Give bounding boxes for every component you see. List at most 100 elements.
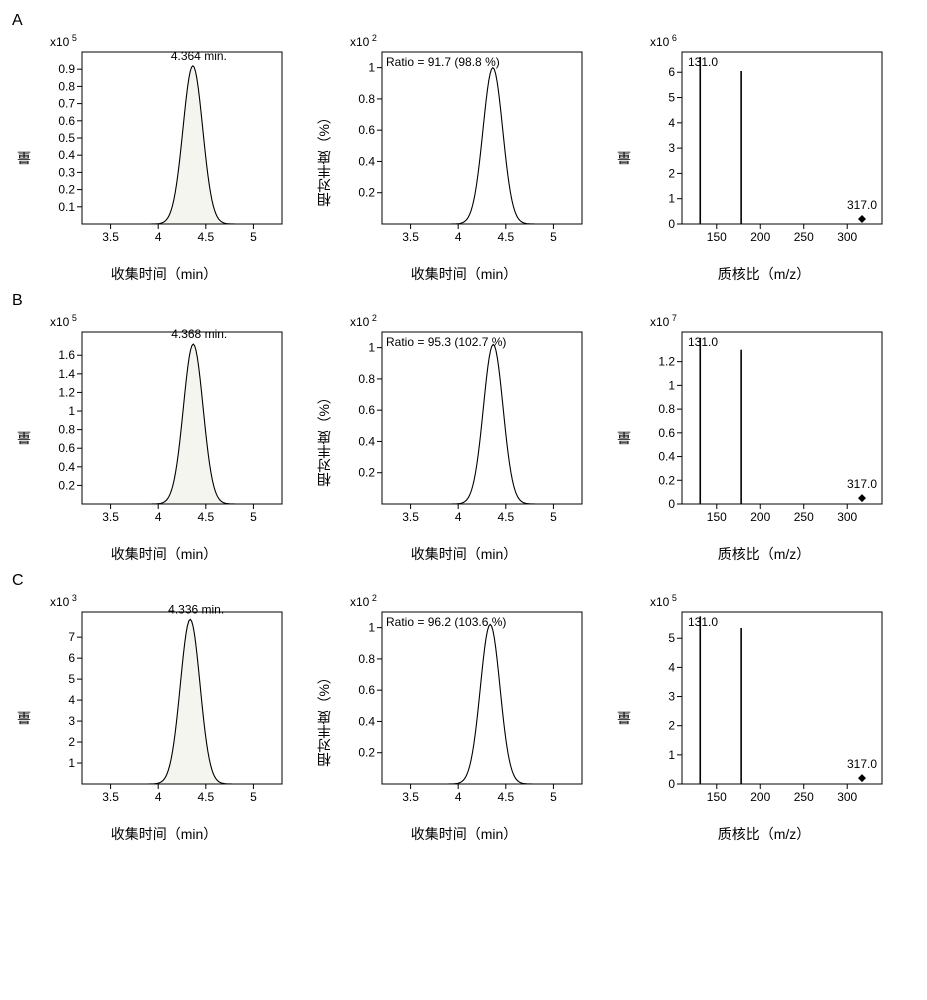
xtick-label: 200 bbox=[750, 230, 770, 244]
chromatogram-ylabel: 量 bbox=[12, 711, 34, 725]
xtick-label: 4 bbox=[455, 230, 462, 244]
ytick-label: 1.4 bbox=[58, 367, 75, 381]
y-multiplier: x10 5 bbox=[650, 593, 677, 609]
charts-row: 量3.544.550.10.20.30.40.50.60.70.80.9x10 … bbox=[8, 32, 919, 284]
ytick-label: 1 bbox=[68, 756, 75, 770]
xtick-label: 4 bbox=[455, 790, 462, 804]
ratio-annotation: Ratio = 95.3 (102.7 %) bbox=[386, 335, 506, 349]
row-label: B bbox=[8, 288, 919, 312]
chromatogram-xlabel: 收集时间（min） bbox=[111, 824, 218, 844]
ytick-label: 4 bbox=[668, 116, 675, 130]
xtick-label: 4.5 bbox=[197, 790, 214, 804]
ytick-label: 0.8 bbox=[58, 423, 75, 437]
ytick-label: 0.7 bbox=[58, 97, 75, 111]
chart-svg: 3.544.550.20.40.60.81x10 2Ratio = 95.3 (… bbox=[334, 312, 594, 542]
peak-annotation: 4.364 min. bbox=[171, 49, 227, 63]
ytick-label: 0.4 bbox=[358, 434, 375, 448]
ytick-label: 1 bbox=[668, 192, 675, 206]
chromatogram-xlabel: 收集时间（min） bbox=[111, 544, 218, 564]
abundance-ylabel: 相对丰度（%） bbox=[312, 110, 334, 206]
diamond-label: 317.0 bbox=[847, 198, 877, 212]
ytick-label: 7 bbox=[68, 630, 75, 644]
ytick-label: 2 bbox=[68, 735, 75, 749]
chart-svg: 3.544.550.10.20.30.40.50.60.70.80.9x10 5… bbox=[34, 32, 294, 262]
xtick-label: 250 bbox=[794, 790, 814, 804]
ytick-label: 0.6 bbox=[358, 683, 375, 697]
xtick-label: 4 bbox=[455, 510, 462, 524]
mass-spectrum-ylabel: 量 bbox=[612, 711, 634, 725]
diamond-label: 317.0 bbox=[847, 477, 877, 491]
ytick-label: 5 bbox=[68, 672, 75, 686]
mass-spectrum-xlabel: 质核比（m/z） bbox=[718, 824, 811, 844]
ratio-annotation: Ratio = 96.2 (103.6 %) bbox=[386, 615, 506, 629]
ytick-label: 0.2 bbox=[58, 183, 75, 197]
ytick-label: 3 bbox=[668, 690, 675, 704]
row-label: C bbox=[8, 568, 919, 592]
chromatogram-col: 3.544.551234567x10 34.336 min.收集时间（min） bbox=[34, 592, 294, 844]
chart-svg: 3.544.550.20.40.60.811.21.41.6x10 54.368… bbox=[34, 312, 294, 542]
chromatogram-col: 3.544.550.10.20.30.40.50.60.70.80.9x10 5… bbox=[34, 32, 294, 284]
xtick-label: 4 bbox=[155, 510, 162, 524]
xtick-label: 3.5 bbox=[402, 230, 419, 244]
xtick-label: 200 bbox=[750, 790, 770, 804]
row-B: B量3.544.550.20.40.60.811.21.41.6x10 54.3… bbox=[8, 288, 919, 564]
xtick-label: 3.5 bbox=[102, 790, 119, 804]
xtick-label: 3.5 bbox=[402, 510, 419, 524]
xtick-label: 300 bbox=[837, 510, 857, 524]
mass-spectrum: 量317.01502002503000123456x10 6131.0质核比（m… bbox=[612, 32, 894, 284]
ytick-label: 0 bbox=[668, 497, 675, 511]
chromatogram-ylabel: 量 bbox=[12, 431, 34, 445]
ms-main-label: 131.0 bbox=[688, 615, 718, 629]
chart-svg: 3.544.550.20.40.60.81x10 2Ratio = 91.7 (… bbox=[334, 32, 594, 262]
ratio-annotation: Ratio = 91.7 (98.8 %) bbox=[386, 55, 500, 69]
ytick-label: 5 bbox=[668, 631, 675, 645]
ytick-label: 1.2 bbox=[658, 355, 675, 369]
peak-line bbox=[433, 345, 553, 504]
diamond-marker bbox=[858, 215, 866, 223]
ytick-label: 1 bbox=[668, 378, 675, 392]
ms-chart-svg: 317.01502002503000123456x10 6131.0 bbox=[634, 32, 894, 262]
mass-spectrum-col: 317.01502002503000123456x10 6131.0质核比（m/… bbox=[634, 32, 894, 284]
peak-fill bbox=[133, 66, 253, 224]
xtick-label: 150 bbox=[707, 510, 727, 524]
xtick-label: 5 bbox=[250, 230, 257, 244]
ytick-label: 0.4 bbox=[58, 148, 75, 162]
ytick-label: 1 bbox=[368, 621, 375, 635]
abundance-ylabel: 相对丰度（%） bbox=[312, 390, 334, 486]
ytick-label: 0.4 bbox=[58, 460, 75, 474]
ytick-label: 0.2 bbox=[658, 473, 675, 487]
ytick-label: 0.2 bbox=[358, 746, 375, 760]
mass-spectrum-col: 317.0150200250300012345x10 5131.0质核比（m/z… bbox=[634, 592, 894, 844]
abundance-xlabel: 收集时间（min） bbox=[411, 264, 518, 284]
mass-spectrum-ylabel: 量 bbox=[612, 431, 634, 445]
xtick-label: 4 bbox=[155, 230, 162, 244]
peak-annotation: 4.368 min. bbox=[171, 327, 227, 341]
ytick-label: 0.8 bbox=[58, 79, 75, 93]
ytick-label: 1 bbox=[68, 404, 75, 418]
mass-spectrum-xlabel: 质核比（m/z） bbox=[718, 544, 811, 564]
ytick-label: 3 bbox=[668, 141, 675, 155]
xtick-label: 4.5 bbox=[497, 790, 514, 804]
peak-line bbox=[433, 68, 553, 224]
ytick-label: 2 bbox=[668, 719, 675, 733]
ytick-label: 0.8 bbox=[358, 652, 375, 666]
abundance-ylabel: 相对丰度（%） bbox=[312, 670, 334, 766]
y-multiplier: x10 3 bbox=[50, 593, 77, 609]
xtick-label: 3.5 bbox=[102, 230, 119, 244]
chromatogram: 量3.544.550.10.20.30.40.50.60.70.80.9x10 … bbox=[12, 32, 294, 284]
ytick-label: 0.6 bbox=[58, 441, 75, 455]
ytick-label: 1.2 bbox=[58, 385, 75, 399]
mass-spectrum: 量317.015020025030000.20.40.60.811.2x10 7… bbox=[612, 312, 894, 564]
xtick-label: 300 bbox=[837, 230, 857, 244]
ytick-label: 0.2 bbox=[358, 186, 375, 200]
xtick-label: 4.5 bbox=[497, 510, 514, 524]
ytick-label: 0 bbox=[668, 217, 675, 231]
xtick-label: 5 bbox=[250, 790, 257, 804]
ytick-label: 0.6 bbox=[658, 426, 675, 440]
ytick-label: 0.5 bbox=[58, 131, 75, 145]
abundance-xlabel: 收集时间（min） bbox=[411, 824, 518, 844]
ytick-label: 5 bbox=[668, 91, 675, 105]
mass-spectrum-xlabel: 质核比（m/z） bbox=[718, 264, 811, 284]
abundance-xlabel: 收集时间（min） bbox=[411, 544, 518, 564]
diamond-marker bbox=[858, 494, 866, 502]
